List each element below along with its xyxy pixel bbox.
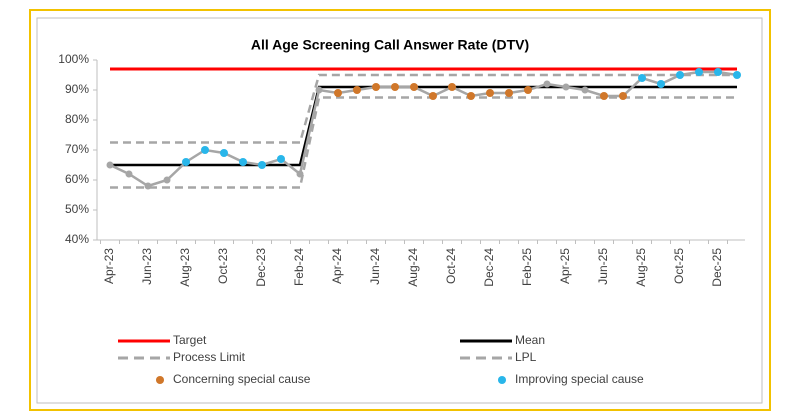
data-point [106, 161, 114, 169]
special-cause-point [505, 89, 513, 97]
legend-swatch [156, 376, 164, 384]
x-tick-label: Oct-25 [672, 248, 686, 284]
data-point [163, 176, 171, 184]
special-cause-point [429, 92, 437, 100]
legend-label: Target [173, 333, 207, 347]
chart-title: All Age Screening Call Answer Rate (DTV) [251, 37, 529, 53]
special-cause-point [467, 92, 475, 100]
special-cause-point [486, 89, 494, 97]
x-tick-label: Jun-24 [368, 248, 382, 285]
x-tick-label: Aug-23 [178, 248, 192, 287]
special-cause-point [372, 83, 380, 91]
x-tick-label: Feb-24 [292, 248, 306, 286]
special-cause-point [277, 155, 285, 163]
x-tick-label: Feb-25 [520, 248, 534, 286]
special-cause-point [676, 71, 684, 79]
special-cause-point [201, 146, 209, 154]
special-cause-point [638, 74, 646, 82]
special-cause-point [600, 92, 608, 100]
x-tick-label: Jun-25 [596, 248, 610, 285]
data-point [543, 80, 551, 88]
limit-line [110, 96, 737, 189]
special-cause-point [448, 83, 456, 91]
special-cause-point [657, 80, 665, 88]
x-tick-label: Dec-25 [710, 248, 724, 287]
x-tick-label: Aug-24 [406, 248, 420, 287]
data-line [109, 70, 738, 188]
x-tick-label: Apr-24 [330, 248, 344, 284]
y-tick-label: 80% [65, 112, 89, 126]
legend-label: Concerning special cause [173, 372, 311, 386]
x-tick-label: Dec-23 [254, 248, 268, 287]
special-cause-point [353, 86, 361, 94]
y-tick-label: 40% [65, 232, 89, 246]
outer-frame [29, 9, 771, 411]
special-cause-point [733, 71, 741, 79]
data-point [144, 182, 152, 190]
special-cause-point [239, 158, 247, 166]
limit-line [110, 73, 737, 144]
chart-frame [36, 17, 763, 404]
special-cause-point [182, 158, 190, 166]
y-tick-label: 60% [65, 172, 89, 186]
special-cause-point [334, 89, 342, 97]
x-tick-label: Dec-24 [482, 248, 496, 287]
x-tick-label: Jun-23 [140, 248, 154, 285]
x-tick-label: Apr-23 [102, 248, 116, 284]
y-tick-label: 100% [58, 52, 89, 66]
data-point [296, 170, 304, 178]
special-cause-point [524, 86, 532, 94]
special-cause-point [258, 161, 266, 169]
data-point [125, 170, 133, 178]
special-cause-point [391, 83, 399, 91]
legend-swatch [498, 376, 506, 384]
legend-label: LPL [515, 350, 537, 364]
y-tick-label: 90% [65, 82, 89, 96]
special-cause-point [695, 68, 703, 76]
special-cause-point [410, 83, 418, 91]
special-cause-point [220, 149, 228, 157]
data-point [562, 83, 570, 91]
legend-label: Mean [515, 333, 545, 347]
data-point [581, 86, 589, 94]
legend-label: Improving special cause [515, 372, 644, 386]
x-tick-label: Aug-25 [634, 248, 648, 287]
special-cause-point [714, 68, 722, 76]
y-tick-label: 70% [65, 142, 89, 156]
data-point [315, 86, 323, 94]
y-tick-label: 50% [65, 202, 89, 216]
x-tick-label: Oct-24 [444, 248, 458, 284]
x-tick-label: Oct-23 [216, 248, 230, 284]
x-tick-label: Apr-25 [558, 248, 572, 284]
special-cause-point [619, 92, 627, 100]
legend-label: Process Limit [173, 350, 246, 364]
